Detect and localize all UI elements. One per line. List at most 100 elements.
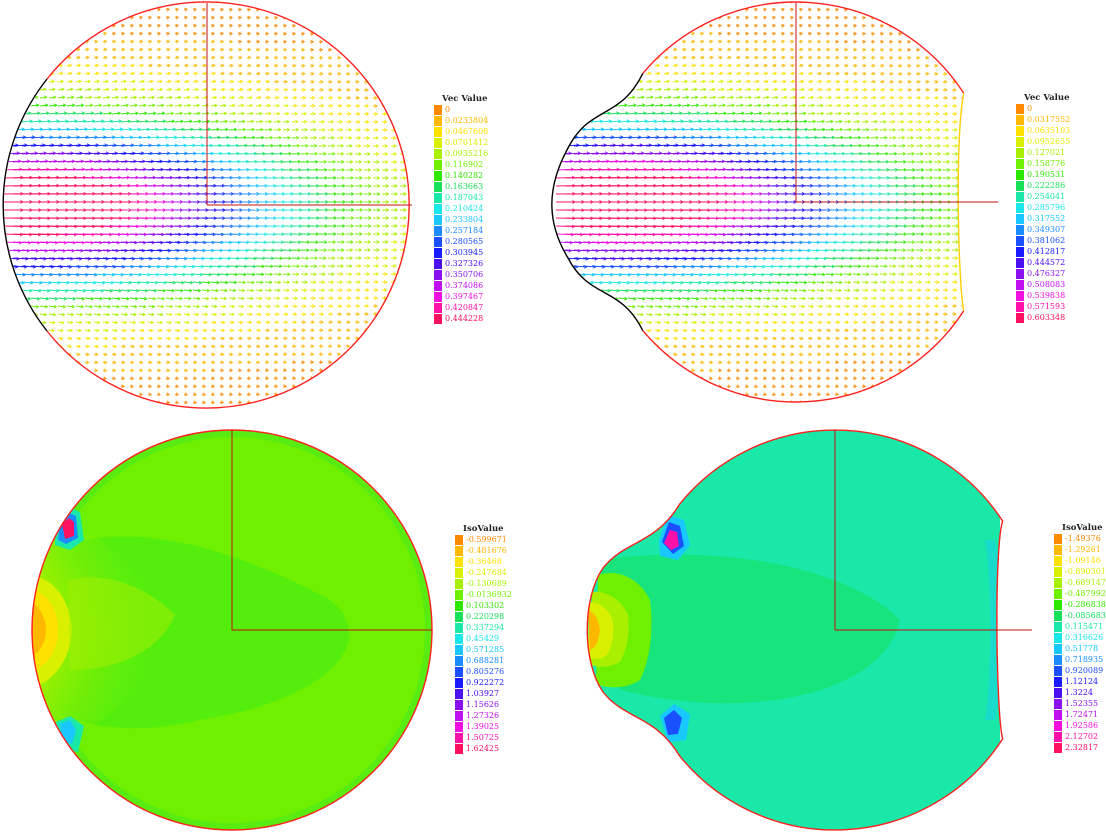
vector-arrow [718,9,721,10]
vector-arrowhead [356,353,359,356]
vector-arrowhead [374,401,377,404]
vector-arrowhead [24,64,27,67]
vector-arrowhead [50,32,53,35]
vector-arrowhead [392,73,395,76]
vector-arrowhead [383,313,386,316]
vector-arrowhead [402,305,405,308]
vector-arrow [4,282,15,283]
vector-arrow [871,2,874,3]
vector-arrowhead [392,25,395,28]
vector-arrowhead [401,353,404,356]
vector-arrowhead [980,17,983,20]
vector-arrowhead [392,33,395,36]
vector-arrowhead [5,32,8,35]
vector-arrowhead [383,81,386,84]
vector-arrowhead [917,16,920,19]
vector-arrow [673,9,676,10]
vector-arrow [31,378,34,379]
vector-arrowhead [374,377,377,380]
vector-arrow [40,65,44,66]
vector-arrowhead [718,0,721,3]
vector-arrowhead [962,9,965,12]
vector-arrow [13,394,16,395]
vector-arrow [58,9,61,10]
vector-arrowhead [302,401,305,404]
vector-arrow [4,41,8,42]
vector-arrow [619,1,622,2]
vector-arrowhead [9,305,12,308]
vector-arrowhead [944,0,947,3]
vector-arrowhead [23,361,26,364]
vector-arrowhead [701,16,704,19]
vector-arrow [103,9,106,10]
vector-arrowhead [23,385,26,388]
vector-arrow [49,402,52,403]
vector-arrow [49,65,53,66]
vector-arrow [22,41,26,42]
vector-arrowhead [584,16,587,19]
vector-arrow [67,41,71,42]
vector-arrowhead [402,113,405,116]
vector-arrowhead [59,353,62,356]
vector-arrowhead [410,49,413,52]
vector-arrow [40,33,43,34]
vector-arrowhead [365,25,368,28]
vector-arrow [49,394,52,395]
vector-arrow [31,89,37,90]
vector-arrow [49,386,52,387]
vector-arrow [103,25,106,26]
vector-arrowhead [565,8,568,11]
vector-arrowhead [356,401,359,404]
vector-arrowhead [393,289,396,292]
vector-arrowhead [49,8,52,11]
vector-arrow [4,354,8,355]
vector-arrow [4,57,8,58]
vector-arrow [4,113,13,114]
vector-arrowhead [293,393,296,396]
vector-arrow [58,33,61,34]
vector-arrow [709,1,712,2]
vector-arrow [646,9,649,10]
vector-arrowhead [41,40,44,43]
vector-arrow [49,9,52,10]
vector-arrowhead [365,377,368,380]
vector-arrowhead [41,385,44,388]
vector-arrowhead [374,73,377,76]
vector-arrow [817,1,820,2]
vector-arrowhead [311,401,314,404]
vector-arrowhead [392,353,395,356]
vector-arrowhead [302,16,305,19]
vector-arrow [22,25,25,26]
vector-arrowhead [58,8,61,11]
vector-arrowhead [329,16,332,19]
vector-arrowhead [113,393,116,396]
vector-arrowhead [365,65,368,68]
vector-arrowhead [401,393,404,396]
vector-arrow [4,394,7,395]
vector-arrowhead [383,321,386,324]
vector-arrow [58,402,61,403]
vector-arrow [49,25,52,26]
vector-arrowhead [410,25,413,28]
vector-arrowhead [410,321,413,324]
vector-arrow [31,81,36,82]
boundary-inlet [3,79,47,331]
vector-arrowhead [139,401,142,404]
vector-arrowhead [374,361,377,364]
vector-arrowhead [5,377,8,380]
vector-arrow [283,394,286,395]
vector-arrow [67,362,71,363]
vector-arrow [85,17,88,18]
vector-arrow [94,386,97,387]
vector-arrowhead [33,337,36,340]
vector-arrowhead [26,96,29,99]
vector-arrow [4,1,7,2]
vector-arrowhead [77,32,80,35]
vector-arrowhead [392,49,395,52]
vector-arrowhead [293,8,296,11]
vector-arrowhead [14,369,17,372]
vector-arrowhead [16,80,19,83]
vector-arrowhead [410,81,413,84]
vector-arrow [13,362,17,363]
vector-arrowhead [5,40,8,43]
